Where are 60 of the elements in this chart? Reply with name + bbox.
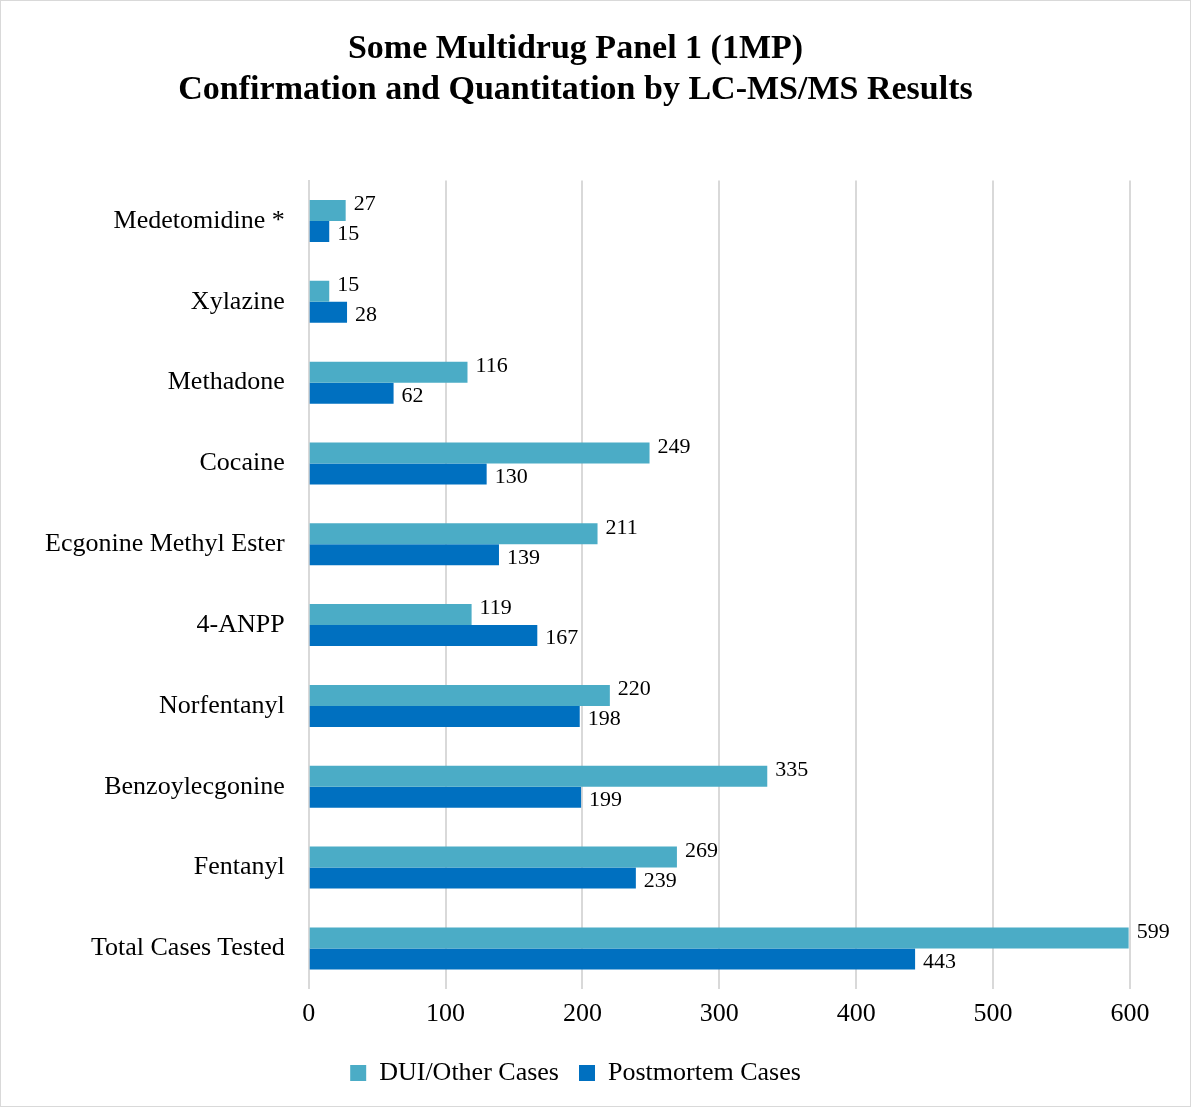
bar	[309, 846, 677, 868]
bar	[309, 523, 598, 545]
legend-label: DUI/Other Cases	[379, 1056, 559, 1086]
data-label: 15	[337, 271, 360, 297]
data-label: 167	[545, 624, 579, 650]
data-label: 599	[1136, 917, 1170, 943]
data-label: 443	[923, 947, 957, 973]
data-label: 116	[475, 351, 508, 377]
data-label: 198	[587, 705, 621, 731]
data-label: 119	[479, 594, 512, 620]
y-tick-label: Norfentanyl	[159, 689, 285, 719]
data-label: 62	[401, 381, 424, 407]
data-label: 199	[589, 786, 623, 812]
legend-label: Postmortem Cases	[607, 1056, 801, 1086]
data-label: 28	[355, 301, 378, 327]
bar	[309, 867, 636, 889]
bar	[309, 200, 346, 222]
y-tick-label: Xylazine	[190, 285, 285, 315]
chart-title: Some Multidrug Panel 1 (1MP) Confirmation and Quantitation by LC-MS/MS Results	[178, 28, 973, 106]
data-label: 139	[506, 543, 540, 569]
y-tick-label: Cocaine	[199, 447, 285, 477]
bar	[309, 684, 610, 706]
x-tick-label: 600	[1110, 998, 1150, 1028]
y-tick-label: 4-ANPP	[196, 608, 285, 638]
bar	[309, 765, 768, 787]
bar	[309, 442, 650, 464]
bar	[309, 948, 916, 970]
x-tick-label: 200	[562, 998, 602, 1028]
y-tick-label: Ecgonine Methyl Ester	[44, 528, 286, 558]
x-tick-label: 0	[302, 998, 316, 1028]
bar	[309, 705, 580, 727]
bar	[309, 221, 330, 243]
data-label: 220	[617, 675, 651, 701]
bar	[309, 604, 472, 626]
data-label: 130	[494, 462, 528, 488]
x-tick-label: 300	[699, 998, 739, 1028]
bar	[309, 786, 582, 808]
x-tick-label: 500	[973, 998, 1013, 1028]
y-tick-label: Medetomidine *	[113, 204, 285, 234]
data-label: 15	[337, 220, 360, 246]
y-tick-label: Methadone	[167, 366, 285, 396]
y-tick-label: Fentanyl	[193, 851, 285, 881]
data-label: 211	[605, 513, 638, 539]
data-label: 239	[643, 866, 677, 892]
bar	[309, 463, 487, 485]
y-tick-label: Total Cases Tested	[90, 932, 285, 962]
bar	[309, 301, 348, 323]
bar	[309, 625, 538, 647]
x-tick-label: 100	[426, 998, 466, 1028]
y-tick-label: Benzoylecgonine	[104, 770, 285, 800]
bar	[309, 544, 499, 566]
data-label: 249	[657, 432, 691, 458]
data-label: 335	[775, 756, 809, 782]
data-label: 269	[684, 836, 718, 862]
x-tick-label: 400	[836, 998, 876, 1028]
bar	[309, 927, 1129, 949]
bar	[309, 382, 394, 404]
bar	[309, 280, 330, 302]
data-label: 27	[353, 190, 376, 216]
bar	[309, 361, 468, 383]
